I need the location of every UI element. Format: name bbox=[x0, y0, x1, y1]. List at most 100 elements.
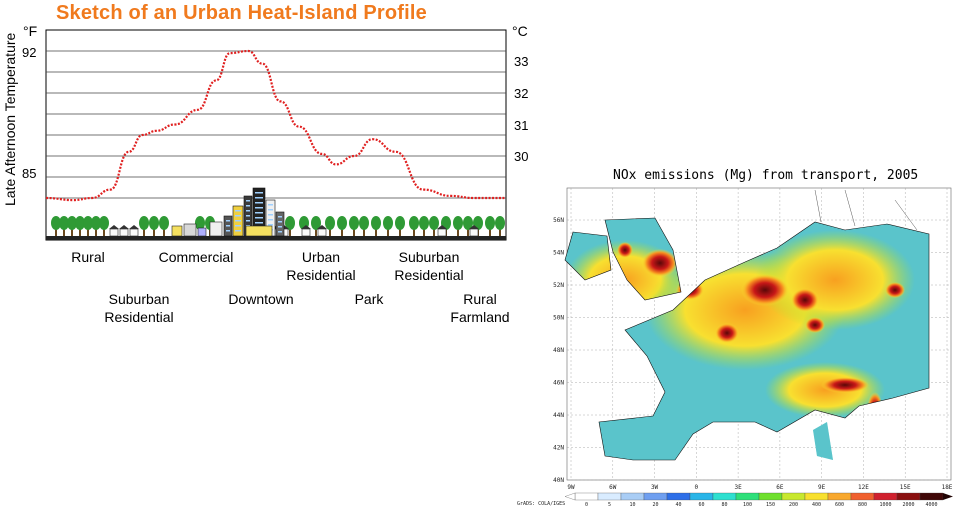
colorbar-tick: 2000 bbox=[902, 502, 914, 508]
tree-icon bbox=[159, 216, 169, 230]
tree-icon bbox=[395, 216, 405, 230]
house-icon bbox=[109, 228, 119, 237]
colorbar-swatch bbox=[896, 492, 921, 501]
tree-icon bbox=[371, 216, 381, 230]
house-icon bbox=[109, 225, 119, 229]
colorbar-tick: 20 bbox=[652, 502, 658, 508]
window bbox=[255, 207, 263, 209]
nox-heatmap: 9W 6W 3W 0 3E 6E 9E 12E 15E 18E 56N 54N 52N 50N 48N 46… bbox=[517, 187, 953, 508]
y-tick-left: 85 bbox=[22, 166, 37, 181]
colorbar-swatch bbox=[919, 492, 944, 501]
zone-label: Urban Residential bbox=[286, 249, 356, 283]
house-icon bbox=[119, 228, 129, 237]
y-tick-left: 92 bbox=[22, 45, 37, 60]
window bbox=[235, 230, 241, 232]
colorbar-swatch bbox=[643, 492, 668, 501]
tree-icon bbox=[409, 216, 419, 230]
tree-icon bbox=[67, 216, 77, 230]
map-y-tick: 48N bbox=[553, 347, 564, 354]
y-tick-right: 30 bbox=[514, 149, 529, 161]
colorbar-swatch bbox=[574, 492, 599, 501]
tree-icon bbox=[71, 228, 73, 236]
window bbox=[246, 215, 250, 217]
zone-label: Suburban Residential bbox=[104, 291, 174, 325]
tree-icon bbox=[55, 228, 57, 236]
house-icon bbox=[301, 228, 311, 237]
map-x-tick: 9E bbox=[818, 484, 826, 491]
tree-icon bbox=[315, 228, 317, 236]
map-y-tick: 54N bbox=[553, 250, 564, 257]
tree-icon bbox=[285, 216, 295, 230]
window bbox=[246, 205, 250, 207]
tree-icon bbox=[485, 216, 495, 230]
colorbar-tick: 800 bbox=[858, 502, 867, 508]
map-x-tick: 6W bbox=[609, 484, 617, 491]
window bbox=[268, 214, 273, 216]
tree-icon bbox=[311, 216, 321, 230]
colorbar-swatch bbox=[873, 492, 898, 501]
colorbar-tick: 40 bbox=[675, 502, 681, 508]
house-icon bbox=[469, 225, 479, 229]
building-icon bbox=[197, 227, 207, 237]
tree-icon bbox=[433, 228, 435, 236]
coastline bbox=[814, 189, 918, 231]
colorbar-tick: 150 bbox=[766, 502, 775, 508]
colorbar-swatch bbox=[666, 492, 691, 501]
tree-icon bbox=[75, 216, 85, 230]
y-tick-right: 32 bbox=[514, 86, 529, 101]
window bbox=[268, 219, 273, 221]
colorbar-credit: GrADS: COLA/IGES bbox=[517, 501, 565, 507]
window bbox=[246, 210, 250, 212]
nox-map-panel: NOx emissions (Mg) from transport, 2005 bbox=[515, 160, 960, 511]
zone-label: Suburban Residential bbox=[394, 249, 464, 283]
colorbar-tick: 400 bbox=[812, 502, 821, 508]
colorbar: 0 5 10 20 40 60 80 100 150 200 400 600 800 1000 2000 40… bbox=[564, 492, 953, 508]
tree-icon bbox=[453, 216, 463, 230]
map-x-tick: 9W bbox=[567, 484, 575, 491]
window bbox=[255, 192, 263, 194]
house-icon bbox=[469, 228, 479, 237]
map-x-tick: 15E bbox=[900, 484, 911, 491]
zone-label: Park bbox=[354, 291, 384, 307]
tree-icon bbox=[489, 228, 491, 236]
colorbar-tick: 10 bbox=[629, 502, 635, 508]
window bbox=[235, 225, 241, 227]
colorbar-swatch bbox=[758, 492, 783, 501]
tree-icon bbox=[329, 228, 331, 236]
tree-icon bbox=[91, 216, 101, 230]
map-y-tick: 42N bbox=[553, 445, 564, 452]
building-icon bbox=[183, 223, 197, 237]
tree-icon bbox=[149, 216, 159, 230]
y-unit-right: °C bbox=[512, 23, 528, 39]
house-icon bbox=[317, 225, 327, 229]
y-tick-right: 31 bbox=[514, 118, 529, 133]
map-x-tick: 3W bbox=[651, 484, 659, 491]
window bbox=[246, 200, 250, 202]
map-y-tick: 44N bbox=[553, 412, 564, 419]
tree-icon bbox=[429, 216, 439, 230]
tower-icon bbox=[275, 211, 285, 237]
map-x-tick: 0 bbox=[695, 484, 699, 491]
colorbar-swatch bbox=[781, 492, 806, 501]
tree-icon bbox=[423, 228, 425, 236]
tree-icon bbox=[495, 216, 505, 230]
tree-icon bbox=[63, 228, 65, 236]
colorbar-arrow bbox=[943, 493, 953, 500]
coastline bbox=[598, 221, 930, 461]
house-icon bbox=[129, 228, 139, 237]
zone-label: Commercial bbox=[158, 249, 234, 265]
colorbar-tick: 80 bbox=[721, 502, 727, 508]
window bbox=[268, 204, 273, 206]
tree-icon bbox=[103, 228, 105, 236]
tree-icon bbox=[337, 216, 347, 230]
map-y-ticks: 56N 54N 52N 50N 48N 46N 44N 42N 40N bbox=[553, 217, 564, 484]
map-y-tick: 46N bbox=[553, 380, 564, 387]
chart-title-uhi: Sketch of an Urban Heat-Island Profile bbox=[56, 2, 428, 24]
house-icon bbox=[129, 225, 139, 229]
tree-icon bbox=[419, 216, 429, 230]
window bbox=[268, 224, 273, 226]
colorbar-tick: 4000 bbox=[925, 502, 937, 508]
colorbar-tick: 100 bbox=[743, 502, 752, 508]
tree-icon bbox=[59, 216, 69, 230]
window bbox=[255, 217, 263, 219]
